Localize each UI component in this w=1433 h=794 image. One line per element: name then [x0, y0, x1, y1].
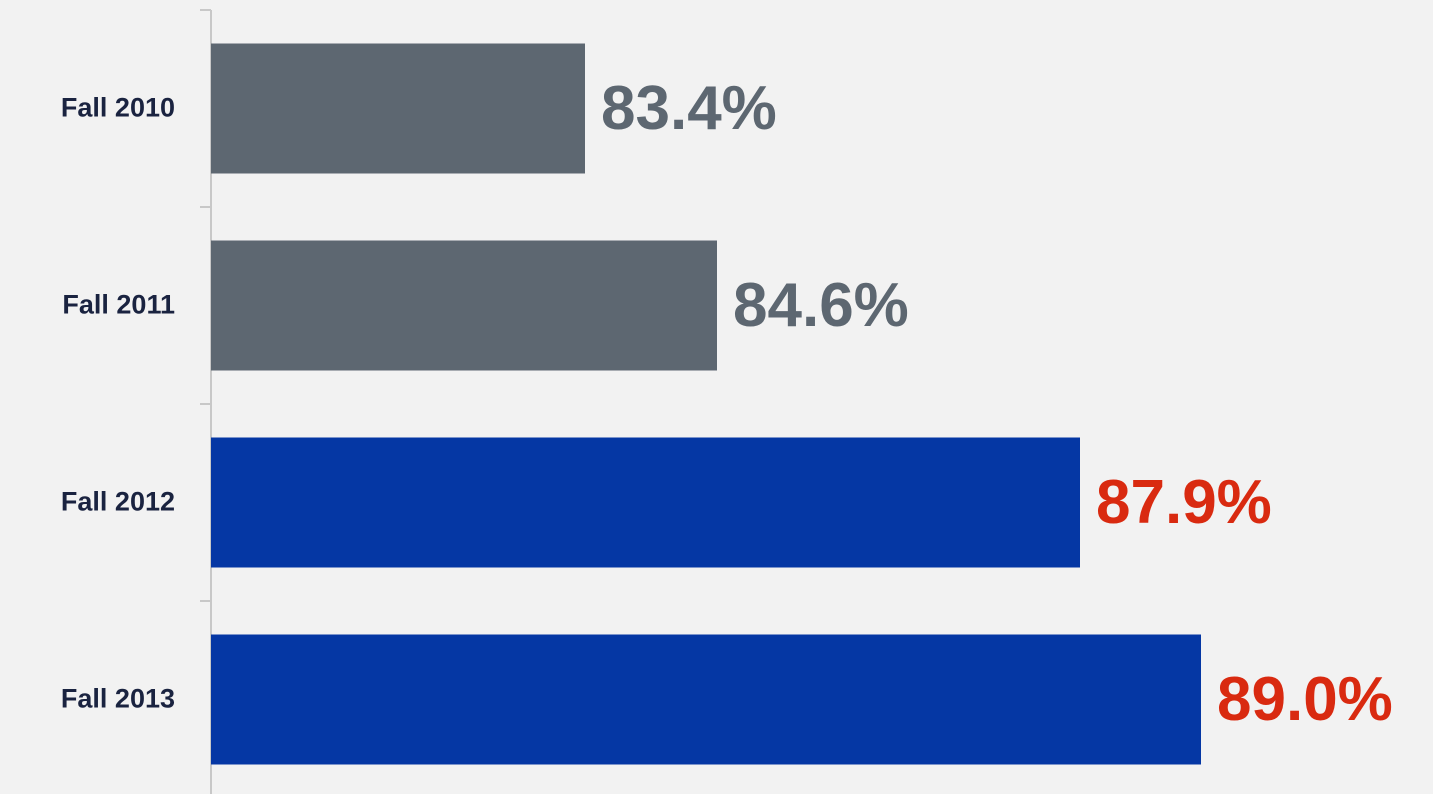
y-tick-label: Fall 2011	[62, 290, 175, 320]
value-label: 83.4%	[601, 74, 777, 143]
bar	[211, 240, 717, 371]
y-tick-label: Fall 2010	[61, 93, 175, 123]
bar	[211, 43, 585, 174]
value-label: 89.0%	[1217, 665, 1393, 734]
y-tick-label: Fall 2013	[61, 684, 175, 714]
bar	[211, 437, 1080, 568]
y-tick-label: Fall 2012	[61, 487, 175, 517]
value-label: 84.6%	[733, 271, 909, 340]
value-label: 87.9%	[1096, 468, 1272, 537]
bar	[211, 634, 1201, 765]
